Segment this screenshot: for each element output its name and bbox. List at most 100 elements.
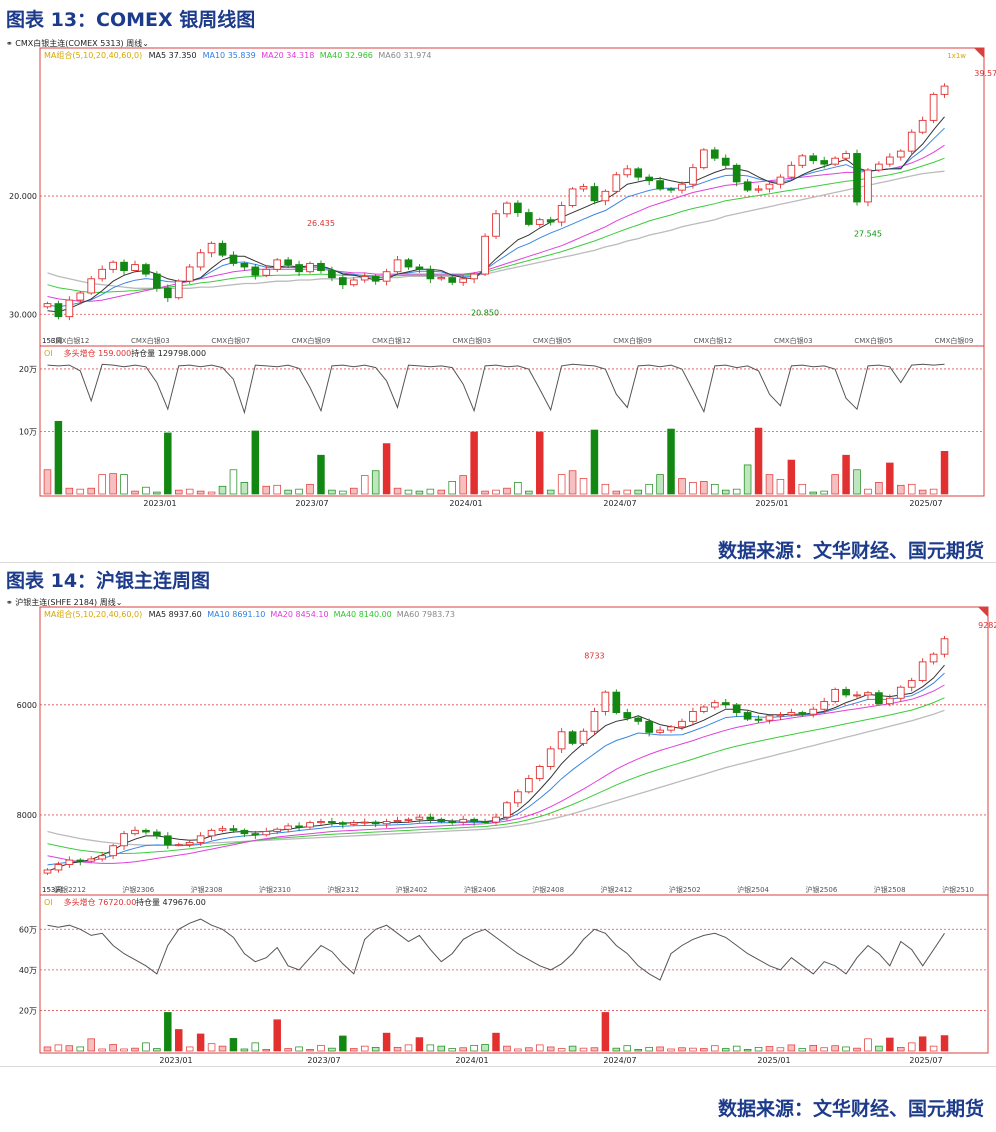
candle bbox=[678, 183, 686, 191]
x-tick-label: 2025/01 bbox=[755, 499, 788, 506]
oi-change-bar bbox=[273, 484, 281, 495]
ma-legend-2: MA10 35.839 bbox=[203, 51, 256, 60]
oi-tick-label: 20万 bbox=[19, 1006, 37, 1015]
candle bbox=[568, 731, 577, 744]
candle bbox=[163, 287, 172, 299]
candle bbox=[240, 829, 249, 835]
oi-change-bar bbox=[809, 491, 817, 495]
oi-change-bar bbox=[634, 489, 642, 495]
week-count-label: 153周 bbox=[42, 886, 62, 894]
oi-change-bar bbox=[711, 483, 719, 495]
x-tick-label: 2024/07 bbox=[603, 1056, 636, 1065]
candle bbox=[360, 275, 369, 281]
candle bbox=[514, 202, 522, 214]
ma-legend-1: MA5 37.350 bbox=[149, 51, 197, 60]
oi-change-bar bbox=[918, 1036, 927, 1052]
candle bbox=[54, 303, 63, 318]
candle bbox=[229, 254, 238, 264]
x-tick-label: 2025/01 bbox=[757, 1056, 790, 1065]
candle bbox=[645, 176, 653, 182]
candle bbox=[328, 270, 336, 279]
price-annotation: 26.435 bbox=[307, 219, 335, 228]
oi-change-bar bbox=[831, 1045, 839, 1052]
candle bbox=[798, 712, 807, 715]
oi-change-bar bbox=[831, 474, 839, 495]
candle bbox=[853, 694, 861, 697]
oi-change-bar bbox=[612, 490, 621, 495]
chevron-down-icon: ⌄ bbox=[142, 39, 149, 48]
oi-change-bar bbox=[218, 1045, 227, 1052]
candle bbox=[809, 708, 818, 715]
candle bbox=[853, 153, 861, 203]
oi-change-bar bbox=[656, 474, 664, 495]
oi-change-bar bbox=[623, 489, 632, 495]
oi-change-bar bbox=[536, 431, 544, 495]
oi-change-bar bbox=[536, 1044, 544, 1052]
oi-change-bar bbox=[798, 483, 807, 495]
price-annotation: 20.850 bbox=[471, 309, 499, 318]
oi-change-bar bbox=[907, 1042, 916, 1052]
candle bbox=[65, 859, 74, 865]
oi-change-bar bbox=[262, 1049, 271, 1052]
oi-change-bar bbox=[820, 1047, 828, 1052]
candle bbox=[524, 778, 533, 793]
oi-change-bar bbox=[54, 1044, 63, 1052]
candle bbox=[43, 303, 52, 308]
oi-change-bar bbox=[350, 1048, 358, 1052]
oi-change-bar bbox=[579, 1047, 588, 1052]
oi-change-bar bbox=[404, 489, 413, 495]
comex-silver-weekly-chart: MA组合(5,10,20,40,60,0) MA5 37.350 MA10 35.8… bbox=[9, 47, 996, 506]
oi-change-bar bbox=[196, 490, 205, 495]
oi-change-bar bbox=[546, 489, 555, 495]
candle bbox=[678, 720, 686, 728]
candle bbox=[470, 818, 478, 822]
oi-change-bar bbox=[175, 489, 183, 495]
oi-change-bar bbox=[787, 1044, 796, 1052]
oi-change-bar bbox=[131, 1047, 139, 1052]
candle bbox=[273, 259, 282, 270]
contract-label: CMX白银05 bbox=[533, 336, 572, 345]
candle bbox=[218, 828, 227, 831]
oi-change-bar bbox=[470, 431, 478, 495]
oi-change-bar bbox=[273, 1019, 281, 1052]
price-annotation: 9282 bbox=[978, 621, 996, 630]
price-annotation: 8733 bbox=[584, 651, 604, 660]
ma-legend-5: MA60 7983.73 bbox=[397, 610, 455, 619]
candle bbox=[240, 262, 249, 268]
candle bbox=[98, 268, 107, 280]
candle bbox=[864, 169, 872, 203]
oi-change-bar bbox=[229, 1038, 238, 1052]
candle bbox=[743, 712, 752, 720]
period-dropdown[interactable]: 周线⌄ bbox=[100, 598, 123, 607]
candle bbox=[831, 157, 839, 165]
candle bbox=[426, 816, 435, 820]
candle bbox=[393, 819, 402, 822]
candle bbox=[514, 791, 522, 804]
oi-change-bar bbox=[886, 462, 894, 495]
oi-change-bar bbox=[306, 483, 314, 495]
candle bbox=[448, 277, 457, 283]
candle bbox=[349, 822, 358, 825]
oi-change-bar bbox=[557, 474, 566, 495]
candle bbox=[667, 188, 675, 191]
oi-change-bar bbox=[842, 454, 850, 495]
candle bbox=[218, 242, 227, 256]
oi-change-bar bbox=[897, 1046, 905, 1052]
oi-change-bar bbox=[382, 1032, 391, 1052]
period-dropdown[interactable]: 周线⌄ bbox=[126, 39, 149, 48]
oi-change-bar bbox=[765, 474, 774, 495]
candle bbox=[109, 261, 117, 270]
oi-change-bar bbox=[886, 1037, 894, 1052]
oi-change-bar bbox=[339, 490, 347, 495]
candle bbox=[317, 821, 325, 824]
candle bbox=[787, 712, 796, 716]
oi-change-bar bbox=[54, 420, 63, 495]
contract-label: 沪银2406 bbox=[464, 885, 496, 894]
oi-change-bar bbox=[579, 478, 588, 495]
oi-change-bar bbox=[623, 1045, 632, 1052]
oi-change-bar bbox=[207, 491, 216, 495]
candle bbox=[251, 833, 260, 836]
oi-change-bar bbox=[317, 1044, 325, 1052]
week-count-label: 153周 bbox=[42, 337, 62, 345]
oi-change-bar bbox=[864, 488, 872, 495]
